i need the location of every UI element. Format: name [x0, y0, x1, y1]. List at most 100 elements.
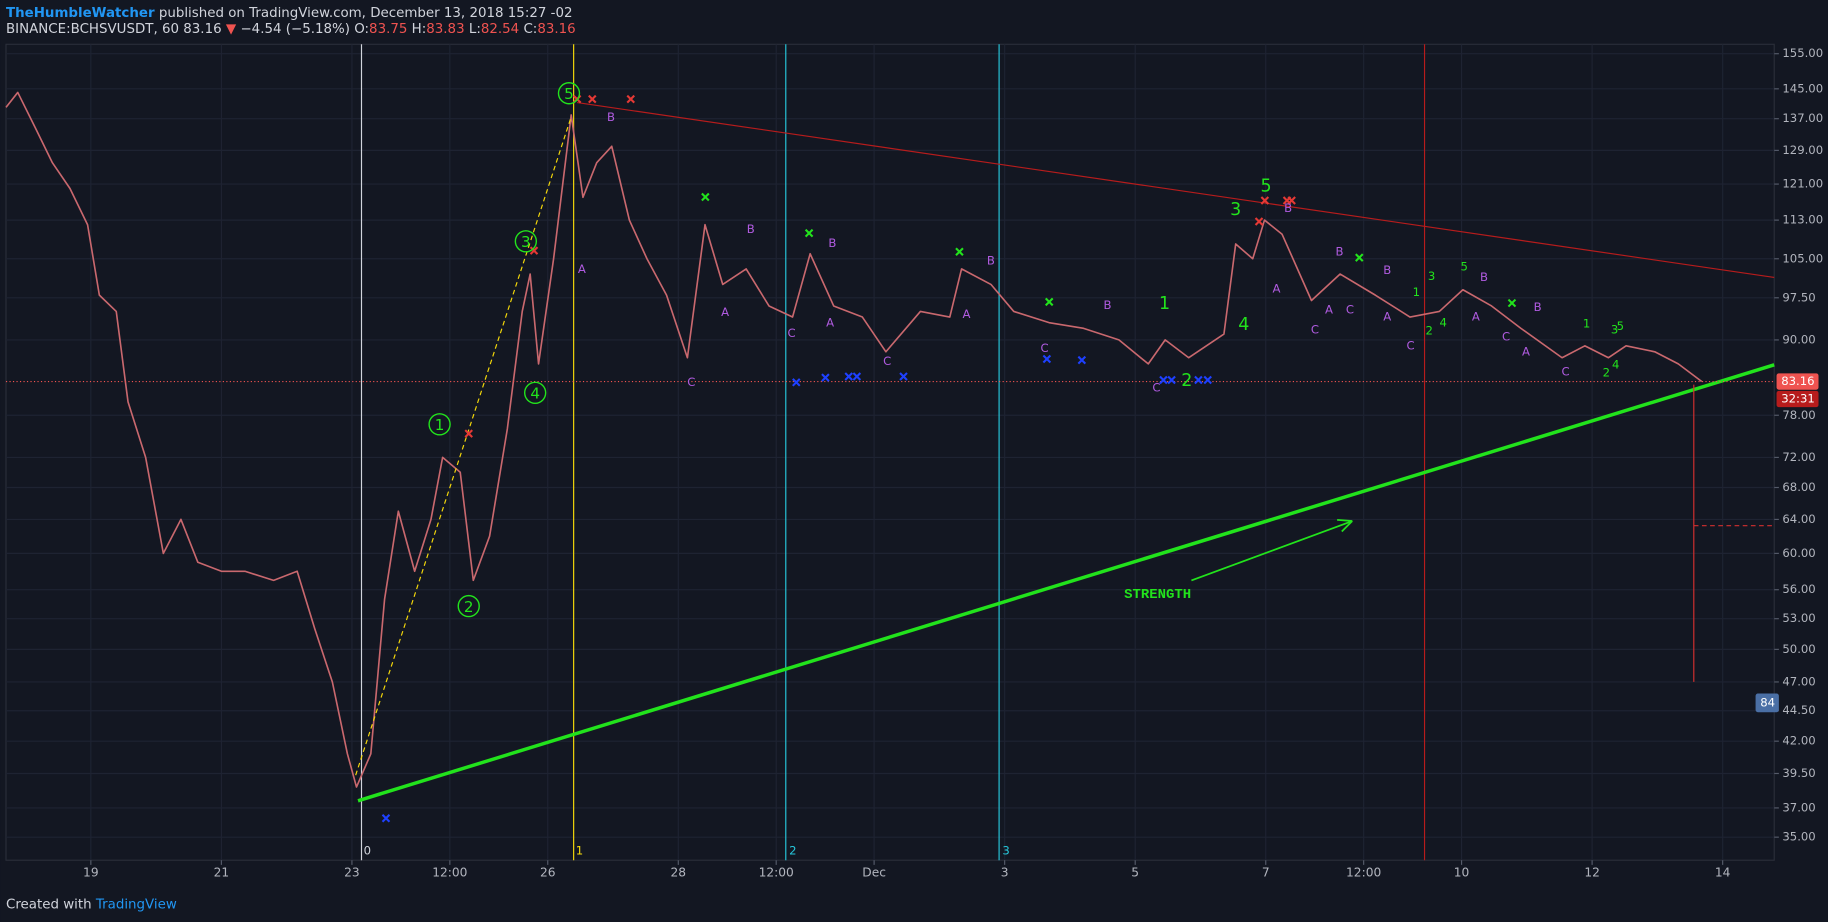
y-tick-label: 56.00 — [1782, 582, 1815, 596]
minor-wave-label: 5 — [1617, 319, 1624, 333]
cross-mark — [1260, 196, 1270, 205]
minor-wave-label: 2 — [1603, 365, 1610, 379]
corrective-label: B — [1480, 270, 1488, 284]
wave-circle — [557, 82, 581, 105]
x-tick-label: 26 — [540, 866, 556, 880]
wave-label: 4 — [530, 384, 540, 402]
y-tick-label: 37.00 — [1782, 800, 1815, 814]
corrective-label: B — [1284, 201, 1292, 215]
corrective-label: B — [747, 222, 755, 236]
wave-label: 1 — [435, 416, 445, 434]
cross-mark — [852, 372, 862, 381]
minor-wave-label: 3 — [1611, 322, 1618, 336]
cross-mark — [899, 372, 908, 381]
cross-mark — [529, 246, 539, 255]
cross-mark — [1042, 354, 1052, 364]
open-value: 83.75 — [369, 22, 407, 37]
cross-mark — [381, 814, 391, 823]
published: published on TradingView.com, December 1… — [159, 6, 573, 21]
corrective-label: C — [687, 375, 695, 389]
minor-wave-label: 1 — [1583, 317, 1590, 331]
cycle-label: 0 — [364, 843, 371, 857]
cross-mark — [1254, 217, 1264, 226]
y-tick-label: 105.00 — [1782, 251, 1823, 265]
x-tick-label: 5 — [1131, 866, 1139, 880]
corrective-label: C — [1562, 364, 1570, 378]
x-tick-label: Dec — [862, 866, 886, 880]
corrective-label: C — [1406, 339, 1414, 353]
y-tick-label: 90.00 — [1782, 332, 1815, 346]
corrective-label: A — [721, 305, 729, 319]
countdown-box — [1776, 390, 1819, 408]
minor-wave-label: 5 — [1460, 259, 1467, 273]
y-tick-label: 44.50 — [1782, 703, 1815, 717]
created-with: Created with — [6, 898, 92, 913]
y-tick-label: 53.00 — [1782, 611, 1815, 625]
wave-circle — [523, 381, 547, 405]
y-tick-label: 50.00 — [1782, 642, 1815, 656]
change: −4.54 (−5.18%) — [240, 22, 349, 37]
close-key: C: — [523, 22, 537, 37]
high-value: 83.83 — [426, 22, 464, 37]
minor-wave-label: 3 — [1428, 269, 1435, 283]
corrective-label: C — [1152, 381, 1160, 395]
plot-area — [5, 43, 1775, 861]
y-tick-label: 97.50 — [1782, 290, 1815, 304]
cross-mark — [1159, 375, 1168, 385]
y-tick-label: 129.00 — [1782, 143, 1823, 157]
strength-label: STRENGTH — [1124, 587, 1191, 603]
corrective-label: C — [1502, 329, 1510, 343]
x-tick-label: 12:00 — [759, 866, 794, 880]
wave-label: 3 — [1230, 200, 1241, 220]
wave-label: 4 — [1238, 315, 1249, 335]
high-key: H: — [412, 22, 427, 37]
x-tick-label: 7 — [1262, 866, 1270, 880]
corrective-label: B — [987, 254, 995, 268]
arrow-head — [1337, 518, 1353, 533]
y-tick-label: 64.00 — [1782, 512, 1815, 526]
y-tick-label: 72.00 — [1782, 450, 1815, 464]
corrective-label: B — [828, 236, 836, 250]
wave-label: 2 — [1181, 371, 1192, 391]
wave-label: 5 — [564, 85, 574, 103]
corrective-label: C — [883, 354, 891, 368]
x-tick-label: 10 — [1454, 866, 1470, 880]
header-line-2: BINANCE:BCHSVUSDT, 60 83.16 ▼ −4.54 (−5.… — [6, 22, 576, 37]
author[interactable]: TheHumbleWatcher — [6, 6, 155, 21]
arrow-shaft — [1191, 520, 1353, 582]
countdown: 32:31 — [1781, 392, 1815, 406]
cross-mark — [1507, 298, 1517, 308]
x-tick-label: 12 — [1584, 866, 1600, 880]
x-tick-label: 14 — [1715, 866, 1731, 880]
minor-wave-label: 2 — [1425, 324, 1432, 338]
cross-mark — [1287, 196, 1296, 205]
wave-circle — [514, 230, 538, 253]
x-tick-label: 19 — [83, 866, 99, 880]
x-tick-label: 12:00 — [432, 866, 467, 880]
corrective-label: A — [826, 315, 834, 329]
corrective-label: A — [578, 262, 586, 276]
y-tick-label: 39.50 — [1782, 766, 1815, 780]
cross-mark — [1203, 375, 1212, 385]
y-tick-label: 42.00 — [1782, 734, 1815, 748]
brand[interactable]: TradingView — [95, 898, 177, 913]
corrective-label: A — [1472, 310, 1480, 324]
cross-mark — [1167, 375, 1176, 385]
corrective-label: C — [1311, 322, 1319, 336]
cycle-label: 2 — [789, 843, 796, 857]
close-value: 83.16 — [537, 22, 575, 37]
minor-wave-label: 4 — [1612, 357, 1619, 371]
wave-label: 2 — [464, 598, 474, 616]
corrective-label: A — [1273, 282, 1281, 296]
corrective-label: A — [1325, 303, 1333, 317]
current-price-box — [1776, 373, 1819, 390]
wave-circle — [428, 413, 451, 436]
corrective-label: C — [1040, 341, 1048, 355]
cross-mark — [1355, 253, 1364, 262]
cross-mark — [1044, 297, 1054, 307]
x-tick-label: 28 — [671, 866, 687, 880]
corrective-label: B — [1534, 300, 1542, 314]
change-arrow: ▼ — [226, 22, 237, 37]
price-line — [5, 91, 1703, 788]
y-tick-label: 35.00 — [1782, 830, 1815, 844]
